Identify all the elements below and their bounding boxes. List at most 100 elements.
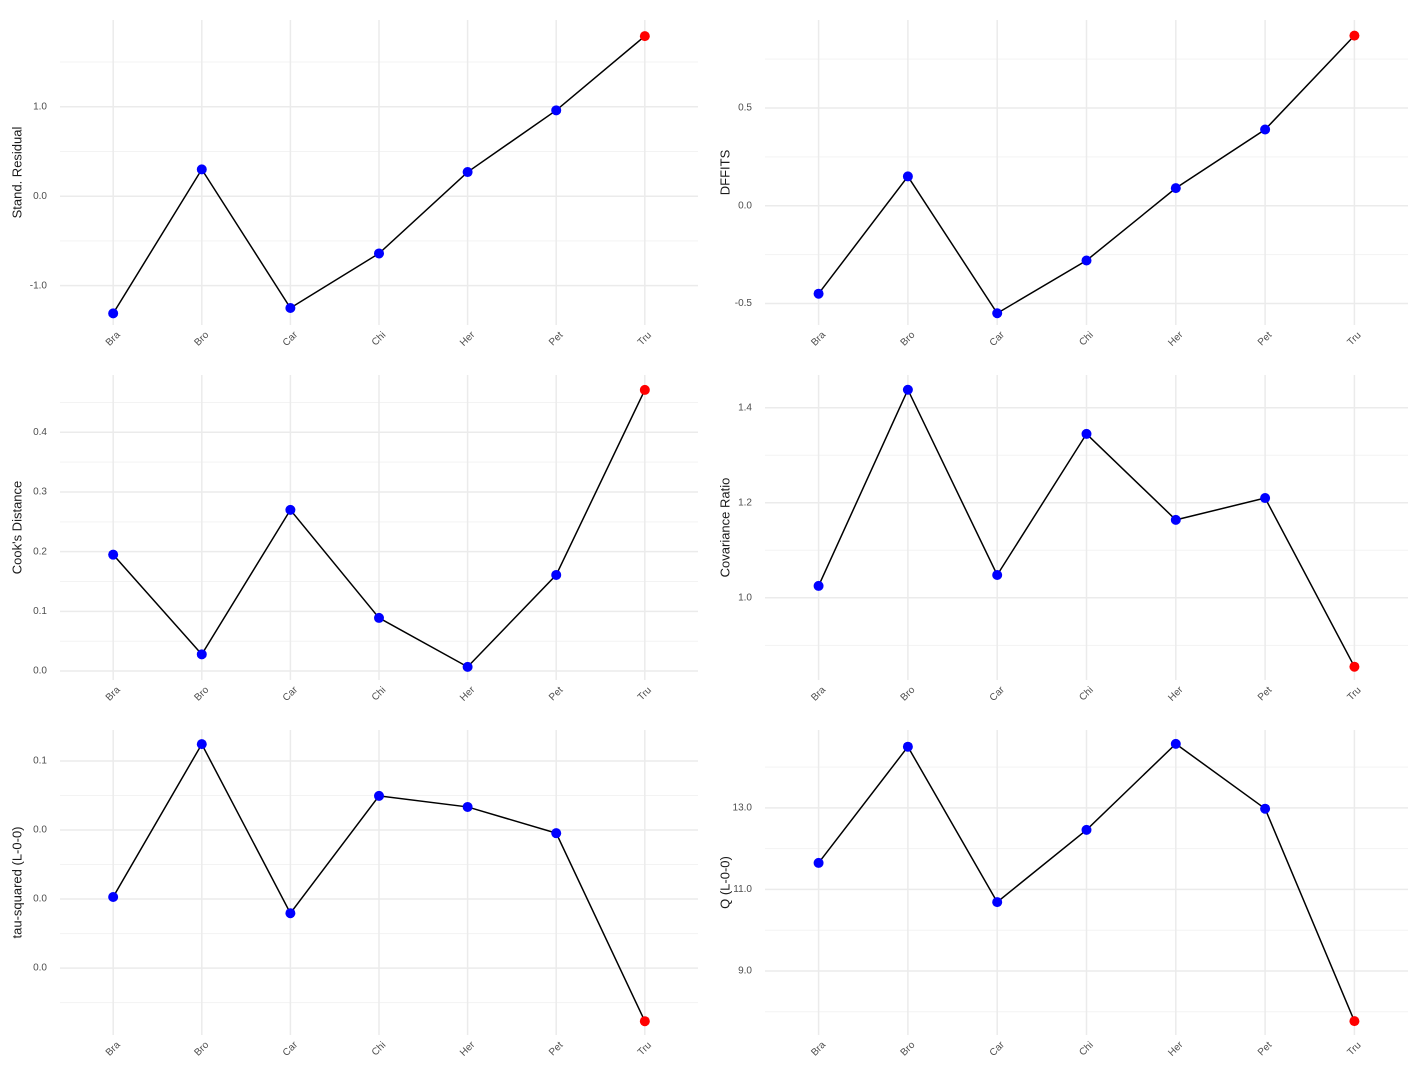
y-tick-label: 1.4 [738,402,752,413]
y-tick-label: 1.0 [738,592,752,603]
x-tick-label: Chi [1077,1040,1095,1058]
panel: -1.0 0.0 1.0 Bra Bro Car Chi Her Pet Tru Stand. Re… [9,20,698,349]
y-tick-label: 0.1 [33,756,47,767]
point [813,580,824,591]
point [285,504,296,515]
y-axis-title: Q (L-0-0) [717,856,732,909]
x-tick-label: Bro [192,329,211,348]
panel: 1.0 1.2 1.4 Bra Bro Car Chi Her Pet Tru Covariance… [717,375,1408,704]
x-tick-label: Tru [1345,330,1363,348]
x-tick-label: Her [1166,329,1186,349]
point [462,167,473,178]
y-tick-label: 0.0 [33,894,47,905]
x-tick-label: Chi [1077,685,1095,703]
x-tick-label: Pet [547,1040,566,1059]
y-tick-label: 9.0 [738,966,752,977]
x-tick-label: Pet [1256,1040,1275,1059]
point [285,303,296,314]
x-tick-label: Her [1166,684,1186,704]
x-tick-label: Bro [899,329,918,348]
y-tick-label: -1.0 [30,280,48,291]
point [196,739,207,750]
panel: 0.0 0.0 0.0 0.1 Bra Bro Car Chi Her Pet Tru tau-squ… [9,730,698,1059]
point [1081,824,1092,835]
x-tick-label: Chi [370,1040,388,1058]
point [1081,428,1092,439]
y-tick-label: 0.0 [738,200,752,211]
point [108,549,119,560]
point [902,171,913,182]
x-tick-label: Bra [104,684,123,703]
point [902,384,913,395]
point [551,828,562,839]
point [992,308,1003,319]
x-tick-label: Bro [192,684,211,703]
x-tick-label: Tru [636,330,654,348]
y-tick-label: 0.3 [33,487,47,498]
x-tick-label: Bra [104,1039,123,1058]
point [1349,661,1360,672]
point [462,661,473,672]
point [108,891,119,902]
y-tick-label: 1.2 [738,497,752,508]
panel: 9.0 11.0 13.0 Bra Bro Car Chi Her Pet Tru Q (L-0-0… [717,730,1408,1059]
point [1260,803,1271,814]
x-tick-label: Bra [809,684,828,703]
x-tick-label: Tru [1345,685,1363,703]
y-axis-title: Stand. Residual [9,126,24,218]
y-tick-label: 0.0 [33,666,47,677]
y-tick-label: 0.0 [33,963,47,974]
x-tick-label: Bra [809,329,828,348]
point [1170,514,1181,525]
point [374,248,384,259]
y-tick-label: 1.0 [33,101,47,112]
y-axis-title: tau-squared (L-0-0) [9,827,24,939]
y-tick-label: 0.5 [738,103,752,114]
x-tick-label: Pet [547,330,566,349]
x-tick-label: Car [988,329,1008,349]
point [1170,738,1181,749]
x-tick-label: Tru [636,685,654,703]
point [551,569,562,580]
x-tick-label: Her [458,1039,478,1059]
x-tick-label: Car [281,1039,301,1059]
point [1349,1016,1360,1027]
y-tick-label: 0.2 [33,546,47,557]
x-tick-label: Chi [370,330,388,348]
point [374,612,384,623]
point [1260,124,1271,135]
panel: 0.0 0.1 0.2 0.3 0.4 Bra Bro Car Chi Her Pet Tru Cook… [9,375,698,704]
point [1170,183,1181,194]
panel: -0.5 0.0 0.5 Bra Bro Car Chi Her Pet Tru DFFITS [717,20,1408,349]
y-tick-label: 13.0 [733,803,753,814]
x-tick-label: Car [988,1039,1008,1059]
x-tick-label: Bra [104,329,123,348]
point [551,105,562,116]
x-tick-label: Tru [636,1040,654,1058]
y-tick-label: 0.4 [33,427,47,438]
x-tick-label: Bro [899,684,918,703]
point [902,741,913,752]
y-tick-label: -0.5 [735,298,753,309]
x-tick-label: Pet [547,685,566,704]
point [1260,493,1271,504]
y-tick-label: 0.0 [33,825,47,836]
x-tick-label: Her [458,684,478,704]
x-tick-label: Bra [809,1039,828,1058]
x-tick-label: Pet [1256,685,1275,704]
x-tick-label: Pet [1256,330,1275,349]
x-tick-label: Bro [899,1039,918,1058]
x-tick-label: Her [458,329,478,349]
point [639,384,650,395]
point [992,897,1003,908]
y-axis-title: Cook's Distance [9,481,24,575]
x-tick-label: Her [1166,1039,1186,1059]
y-tick-label: 0.0 [33,191,47,202]
x-tick-label: Tru [1345,1040,1363,1058]
x-tick-label: Chi [1077,330,1095,348]
point [1081,255,1092,266]
y-tick-label: 0.1 [33,606,47,617]
point [992,570,1003,581]
